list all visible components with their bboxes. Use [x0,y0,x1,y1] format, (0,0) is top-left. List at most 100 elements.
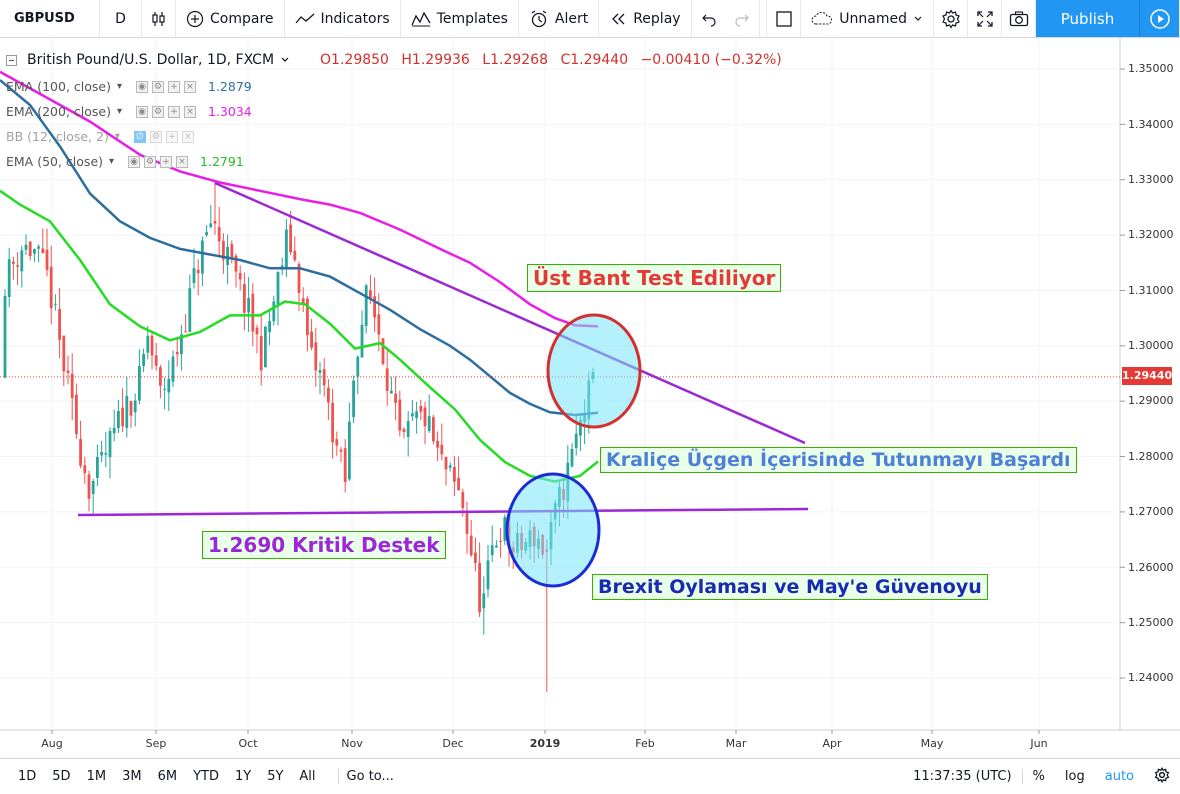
indicator-ema100[interactable]: EMA (100, close) ▾ ◉ ⚙ + × 1.2879 [6,74,782,99]
hidden-eye-icon[interactable]: ∅ [133,130,146,143]
indicator-ema50[interactable]: EMA (50, close) ▾ ◉ ⚙ + × 1.2791 [6,149,782,174]
range-5d[interactable]: 5D [52,769,71,784]
annotation-triangle[interactable]: Kraliçe Üçgen İçerisinde Tutunmayı Başar… [600,447,1077,473]
play-button[interactable] [1140,0,1180,37]
chart-area[interactable]: British Pound/U.S. Dollar, 1D, FXCM O1.2… [0,38,1180,758]
candle-body [461,492,465,508]
gear-icon[interactable]: ⚙ [144,155,157,168]
plus-icon[interactable]: + [168,105,180,118]
candle-body [289,224,292,253]
log-toggle[interactable]: log [1064,769,1085,784]
candle-body [184,331,187,333]
gear-icon[interactable]: ⚙ [152,80,164,93]
annotation-support[interactable]: 1.2690 Kritik Destek [202,531,446,559]
candle-body [406,421,410,437]
chevron-down-icon[interactable] [280,55,290,65]
fullscreen-chart-button[interactable] [767,0,802,37]
collapse-legend-button[interactable] [6,54,17,66]
eye-icon[interactable]: ◉ [136,105,148,118]
candle-body [444,457,448,470]
range-all[interactable]: All [299,769,316,784]
redo-icon [735,14,749,27]
candle-body [339,449,343,452]
replay-button[interactable]: Replay [599,0,692,37]
alert-button[interactable]: Alert [519,0,600,37]
candle-body [482,593,486,609]
snapshot-button[interactable] [1002,0,1036,37]
price-tick: 1.31000 [1128,284,1174,297]
candle-body [486,560,490,590]
indicator-ema200[interactable]: EMA (200, close) ▾ ◉ ⚙ + × 1.3034 [6,99,782,124]
symbol-search[interactable]: GBPUSD [0,0,100,37]
range-ytd[interactable]: YTD [193,769,219,784]
candle-body [318,370,322,373]
candle-body [192,268,196,284]
chevron-down-icon[interactable]: ▾ [116,81,122,92]
price-chart[interactable] [0,38,1180,758]
gear-icon[interactable]: ⚙ [149,130,162,143]
close-icon[interactable]: × [181,130,194,143]
indicator-name[interactable]: EMA (200, close) [6,104,111,119]
candle-body [171,356,175,382]
eye-icon[interactable]: ◉ [128,155,141,168]
candle-body [117,410,120,429]
indicator-name[interactable]: BB (12, close, 2) [6,129,109,144]
close-icon[interactable]: × [184,105,196,118]
range-1d[interactable]: 1D [18,769,37,784]
interval-button[interactable]: D [100,0,142,37]
candle-body [280,265,284,268]
indicator-name[interactable]: EMA (100, close) [6,79,111,94]
bottom-toolbar: 1D 5D 1M 3M 6M YTD 1Y 5Y All Go to... 11… [0,758,1180,794]
range-6m[interactable]: 6M [157,769,178,784]
range-5y[interactable]: 5Y [267,769,284,784]
indicators-button[interactable]: Indicators [285,0,401,37]
chart-style-button[interactable] [142,0,176,37]
candle-body [268,321,271,333]
plus-icon[interactable]: + [160,155,173,168]
auto-toggle[interactable]: auto [1104,769,1134,784]
close-icon[interactable]: × [184,80,196,93]
close-icon[interactable]: × [176,155,189,168]
indicators-label: Indicators [320,10,390,27]
goto-button[interactable]: Go to... [337,769,402,784]
chevron-down-icon[interactable]: ▾ [116,106,122,117]
compare-button[interactable]: Compare [176,0,285,37]
indicator-value: 1.2879 [208,79,252,94]
time-tick: Nov [341,737,363,750]
utc-clock[interactable]: 11:37:35 (UTC) [903,769,1023,784]
series-title[interactable]: British Pound/U.S. Dollar, 1D, FXCM [27,52,275,68]
chart-settings-button[interactable] [1144,766,1180,787]
templates-button[interactable]: Templates [401,0,519,37]
candle-body [180,334,183,355]
undo-button[interactable] [692,0,726,37]
candle-body [453,466,456,482]
layout-button[interactable]: Unnamed [801,0,934,37]
chevron-down-icon[interactable]: ▾ [114,131,120,142]
candle-body [125,395,129,428]
range-1y[interactable]: 1Y [234,769,252,784]
plus-icon[interactable]: + [165,130,178,143]
plus-icon[interactable]: + [168,80,180,93]
price-tick: 1.34000 [1128,118,1174,131]
settings-button[interactable] [934,0,968,37]
fullscreen-button[interactable] [968,0,1002,37]
annotation-upper-band[interactable]: Üst Bant Test Ediliyor [527,264,782,292]
publish-button[interactable]: Publish [1036,0,1140,37]
chevron-down-icon[interactable]: ▾ [109,156,115,167]
alert-label: Alert [554,10,589,27]
layout-name: Unnamed [839,10,907,27]
candle-body [234,255,238,272]
redo-button[interactable] [726,0,760,37]
candle-body [423,407,427,427]
percent-toggle[interactable]: % [1032,769,1045,784]
gear-icon[interactable]: ⚙ [152,105,164,118]
annotation-brexit[interactable]: Brexit Oylaması ve May'e Güvenoyu [592,574,988,600]
candle-body [574,433,578,448]
time-tick: Apr [822,737,842,750]
indicator-name[interactable]: EMA (50, close) [6,154,104,169]
range-3m[interactable]: 3M [122,769,142,784]
indicator-bb[interactable]: BB (12, close, 2) ▾ ∅ ⚙ + × [6,124,782,149]
candle-body [159,367,162,386]
eye-icon[interactable]: ◉ [136,80,148,93]
range-1m[interactable]: 1M [86,769,107,784]
